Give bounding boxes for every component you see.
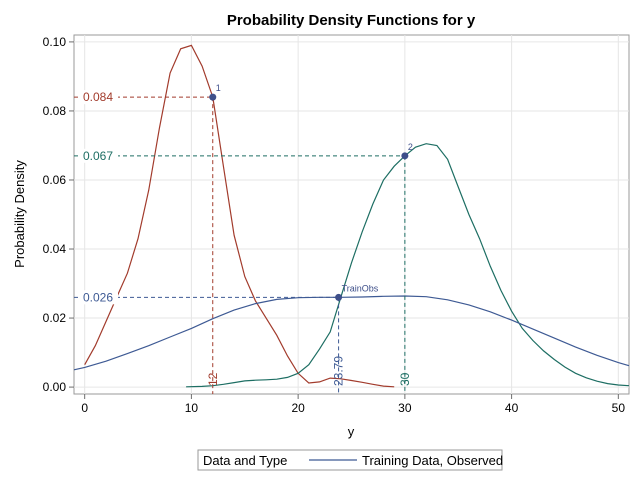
x-tick-label: 20 (291, 401, 305, 415)
density-curves (73, 44, 630, 388)
x-axis-label: y (348, 424, 355, 439)
point-marker-3 (335, 293, 343, 301)
y-value-label-bg (80, 290, 118, 305)
x-value-label: 30 (398, 372, 412, 386)
y-tick-label: 0.00 (43, 380, 67, 394)
x-tick-label: 30 (398, 401, 412, 415)
x-tick-label: 50 (612, 401, 626, 415)
legend-title: Data and Type (203, 453, 287, 468)
point-label: 1 (216, 83, 221, 93)
density-curve-2 (186, 143, 630, 388)
density-curve-1 (84, 44, 395, 388)
y-tick-label: 0.04 (43, 242, 67, 256)
point-label: 2 (408, 142, 413, 152)
x-value-label: 12 (206, 372, 220, 386)
y-axis-label: Probability Density (12, 160, 27, 268)
point-marker-2 (401, 152, 409, 160)
y-value-label: 0.084 (83, 90, 113, 104)
chart-title: Probability Density Functions for y (227, 12, 476, 29)
x-axis-ticks: 0 10 20 30 40 50 (81, 394, 625, 415)
grid-lines (74, 35, 629, 394)
point-marker-1 (209, 93, 217, 101)
y-value-label: 0.026 (83, 290, 113, 304)
x-tick-label: 0 (81, 401, 88, 415)
annotations: 0.084 12 1 0.067 30 2 0.026 23.79 TrainObs (74, 83, 413, 394)
legend-entry-training: Training Data, Observed (362, 453, 503, 468)
plot-frame (73, 34, 630, 395)
legend: Data and Type Training Data, Observed (197, 449, 503, 471)
y-axis-ticks: 0.00 0.02 0.04 0.06 0.08 0.10 (43, 35, 74, 394)
y-tick-label: 0.06 (43, 173, 67, 187)
x-value-label: 23.79 (332, 356, 346, 386)
y-value-label-bg (80, 90, 118, 105)
y-tick-label: 0.08 (43, 104, 67, 118)
x-tick-label: 10 (185, 401, 199, 415)
y-tick-label: 0.10 (43, 35, 67, 49)
density-curve-3 (73, 295, 630, 371)
point-label: TrainObs (342, 283, 379, 293)
y-value-label: 0.067 (83, 149, 113, 163)
y-tick-label: 0.02 (43, 311, 67, 325)
x-tick-label: 40 (505, 401, 519, 415)
y-value-label-bg (80, 148, 118, 163)
